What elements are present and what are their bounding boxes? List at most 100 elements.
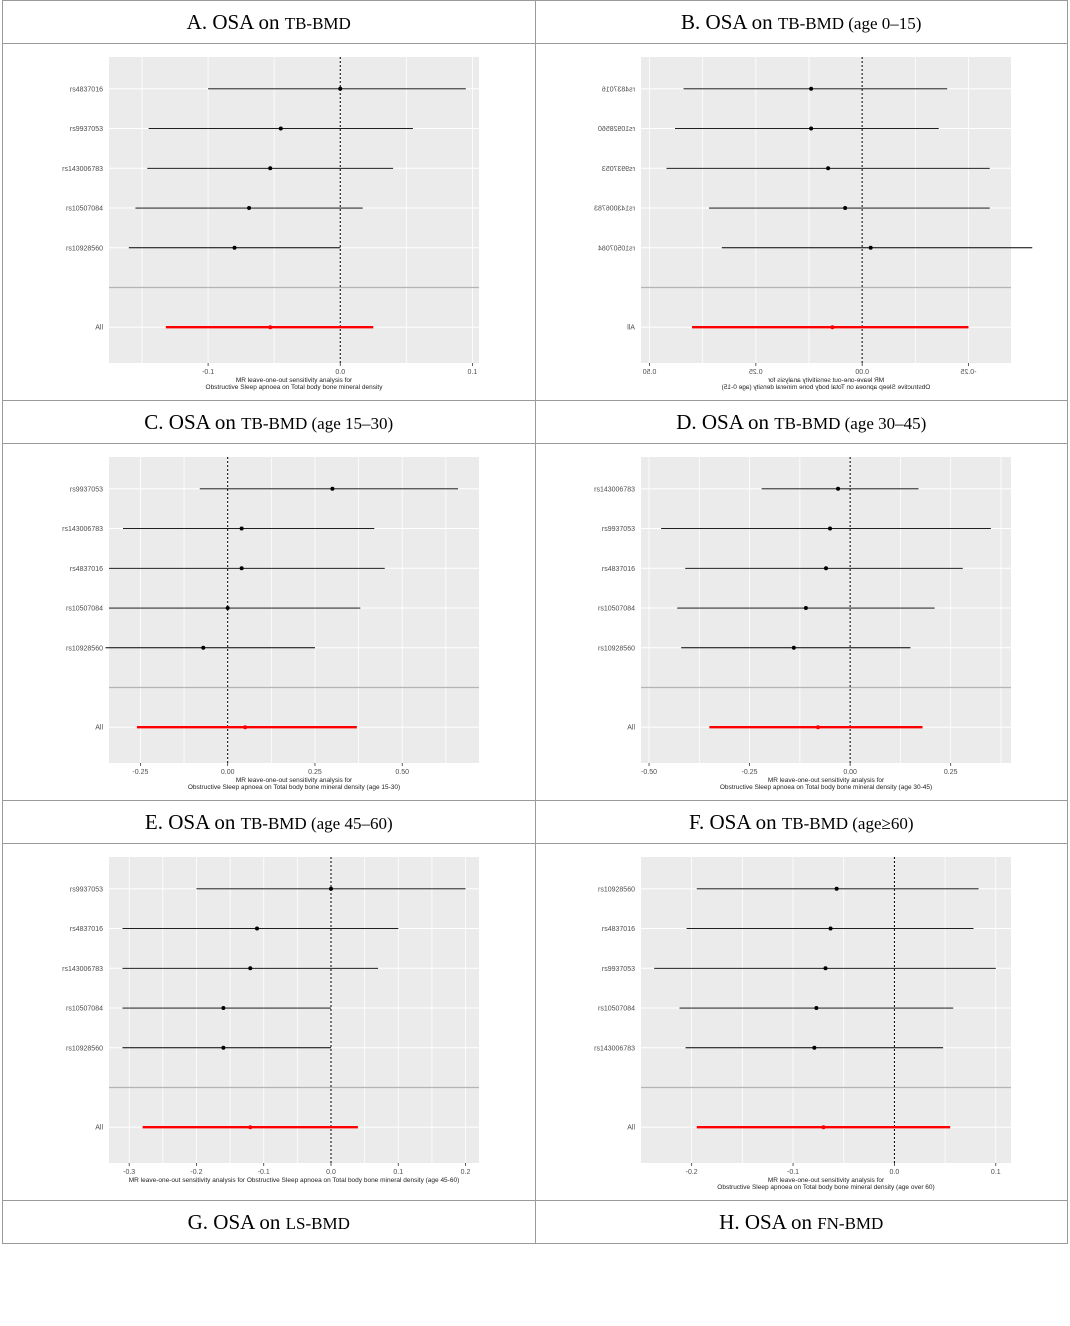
x-axis-title: Obstructive Sleep apnoea on Total body b… (188, 784, 400, 791)
snp-label: rs143006783 (62, 526, 103, 533)
snp-estimate-point (225, 606, 230, 611)
snp-label: rs10928560 (598, 645, 635, 652)
overall-estimate-point (248, 1125, 253, 1130)
snp-estimate-point (239, 566, 244, 571)
snp-estimate-point (826, 166, 831, 171)
x-tick-label: 0.1 (467, 369, 477, 376)
snp-label: rs10928560 (66, 1045, 103, 1052)
x-tick-label: 0.25 (944, 769, 958, 776)
forest-plot-b: rs4837016 rs10928560 rs9937053 rs143006783 r… (594, 57, 1033, 391)
figure-grid: A. OSA on TB-BMD B. OSA on TB-BMD (age 0… (2, 0, 1068, 1244)
x-tick-label: -0.25 (961, 369, 977, 376)
x-tick-label: 0.1 (393, 1169, 403, 1176)
overall-label: All (627, 325, 635, 332)
snp-estimate-point (843, 206, 848, 211)
x-axis-title: Obstructive Sleep apnoea on Total body b… (722, 384, 931, 391)
snp-estimate-point (221, 1006, 226, 1011)
x-axis-title: MR leave-one-out sensitivity analysis fo… (129, 1177, 459, 1184)
x-axis-title: MR leave-one-out sensitivity analysis fo… (767, 377, 884, 384)
snp-estimate-point (338, 86, 342, 91)
panel-e-cell: rs9937053 rs4837016 rs143006783 rs10507084 r… (2, 843, 536, 1201)
panel-f-cell: rs10928560 rs4837016 rs9937053 rs10507084 rs… (534, 843, 1068, 1201)
x-axis-title: MR leave-one-out sensitivity analysis fo… (768, 1177, 885, 1184)
snp-estimate-point (809, 86, 814, 91)
caption-e: E. OSA on TB-BMD (age 45–60) (2, 800, 536, 844)
forest-plot-c: rs9937053 rs143006783 rs4837016 rs10507084 r… (62, 457, 479, 791)
x-axis-title: MR leave-one-out sensitivity analysis fo… (236, 777, 353, 784)
plot-panel (108, 857, 479, 1163)
snp-label: rs10928560 (66, 645, 103, 652)
x-tick-label: 0.0 (326, 1169, 336, 1176)
x-tick-label: -0.1 (787, 1169, 799, 1176)
snp-estimate-point (868, 245, 873, 250)
caption-g: G. OSA on LS-BMD (2, 1200, 536, 1244)
overall-label: All (95, 725, 103, 732)
snp-estimate-point (278, 126, 283, 131)
caption-b: B. OSA on TB-BMD (age 0–15) (534, 0, 1068, 44)
x-tick-label: 0.0 (890, 1169, 900, 1176)
overall-label: All (627, 1125, 635, 1132)
snp-label: rs10507084 (598, 245, 635, 252)
snp-label: rs9937053 (602, 966, 635, 973)
panel-d-cell: rs143006783 rs9937053 rs4837016 rs10507084 r… (534, 443, 1068, 801)
overall-estimate-point (821, 1125, 826, 1130)
snp-estimate-point (248, 966, 253, 971)
x-tick-label: -0.2 (190, 1169, 202, 1176)
snp-label: rs143006783 (594, 206, 635, 213)
plot-panel (108, 57, 479, 363)
snp-estimate-point (221, 1045, 226, 1050)
x-tick-label: -0.25 (132, 769, 148, 776)
snp-label: rs10507084 (66, 606, 103, 613)
snp-label: rs9937053 (70, 486, 103, 493)
snp-label: rs10507084 (598, 606, 635, 613)
snp-estimate-point (254, 926, 259, 931)
snp-estimate-point (814, 1006, 819, 1011)
snp-label: rs4837016 (70, 86, 103, 93)
caption-h: H. OSA on FN-BMD (534, 1200, 1068, 1244)
snp-estimate-point (328, 886, 333, 891)
overall-estimate-point (830, 325, 835, 330)
panel-a-cell: rs4837016 rs9937053 rs143006783 rs10507084 r… (2, 43, 536, 401)
overall-label: All (95, 1125, 103, 1132)
overall-estimate-point (242, 725, 247, 730)
snp-label: rs10928560 (598, 126, 635, 133)
snp-label: rs143006783 (594, 1045, 635, 1052)
snp-label: rs4837016 (602, 926, 635, 933)
x-tick-label: 0.1 (991, 1169, 1001, 1176)
caption-a: A. OSA on TB-BMD (2, 0, 536, 44)
snp-estimate-point (836, 486, 841, 491)
x-tick-label: 0.50 (643, 369, 657, 376)
x-tick-label: -0.3 (123, 1169, 135, 1176)
x-tick-label: 0.25 (749, 369, 763, 376)
snp-estimate-point (809, 126, 814, 131)
snp-estimate-point (232, 245, 237, 250)
x-tick-label: -0.1 (257, 1169, 269, 1176)
caption-f: F. OSA on TB-BMD (age≥60) (534, 800, 1068, 844)
snp-estimate-point (824, 566, 829, 571)
x-tick-label: 0.00 (221, 769, 235, 776)
forest-plot-a: rs4837016 rs9937053 rs143006783 rs10507084 r… (62, 57, 479, 391)
snp-label: rs4837016 (70, 566, 103, 573)
x-tick-label: -0.25 (742, 769, 758, 776)
snp-estimate-point (823, 966, 828, 971)
plot-panel (641, 457, 1012, 763)
snp-label: rs9937053 (602, 166, 635, 173)
forest-plot-e: rs9937053 rs4837016 rs143006783 rs10507084 r… (62, 857, 479, 1184)
x-axis-title: Obstructive Sleep apnoea on Total body b… (718, 1184, 935, 1191)
snp-estimate-point (834, 886, 839, 891)
snp-estimate-point (267, 166, 272, 171)
snp-estimate-point (828, 526, 833, 531)
x-tick-label: 0.2 (460, 1169, 470, 1176)
caption-c: C. OSA on TB-BMD (age 15–30) (2, 400, 536, 444)
overall-estimate-point (267, 325, 272, 330)
snp-label: rs4837016 (70, 926, 103, 933)
snp-label: rs10507084 (66, 1006, 103, 1013)
overall-label: All (95, 325, 103, 332)
forest-plot-d: rs143006783 rs9937053 rs4837016 rs10507084 r… (594, 457, 1012, 791)
snp-estimate-point (200, 645, 205, 650)
snp-label: rs9937053 (602, 526, 635, 533)
x-axis-title: Obstructive Sleep apnoea on Total body b… (720, 784, 932, 791)
x-tick-label: -0.2 (686, 1169, 698, 1176)
x-tick-label: -0.1 (202, 369, 214, 376)
x-tick-label: 0.0 (335, 369, 345, 376)
